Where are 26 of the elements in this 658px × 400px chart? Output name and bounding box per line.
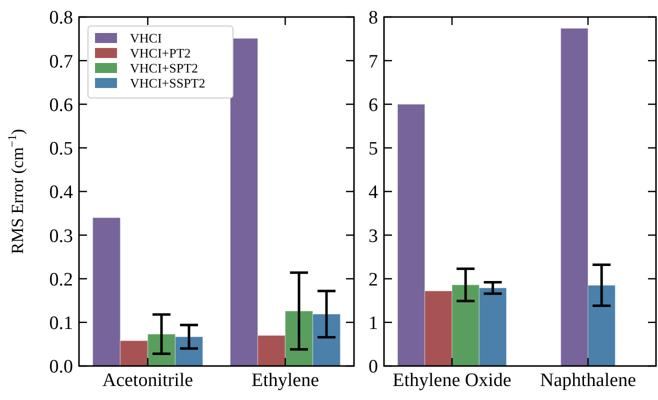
y-tick-label: 7 [368, 51, 378, 72]
y-tick-label: 4 [368, 182, 378, 204]
legend-label: VHCI+SPT2 [130, 60, 198, 76]
y-tick-label: 2 [368, 269, 378, 290]
x-tick-label: Ethylene [251, 370, 320, 391]
y-tick-label: 6 [368, 94, 378, 116]
y-tick-label: 0.5 [49, 138, 73, 160]
y-tick-label: 0.7 [49, 51, 73, 72]
y-tick-label: 8 [368, 8, 378, 29]
y-tick-label: 0.1 [49, 313, 73, 334]
y-tick-label: 5 [368, 138, 378, 160]
legend-label: VHCI [130, 30, 162, 46]
y-tick-label: 1 [368, 313, 378, 334]
y-tick-label: 0.4 [49, 182, 74, 204]
x-tick-label: Naphthalene [540, 370, 636, 391]
legend-label: VHCI+SSPT2 [130, 76, 206, 91]
x-tick-label: Acetonitrile [102, 370, 194, 391]
y-tick-label: 0.2 [49, 269, 73, 290]
legend-label: VHCI+PT2 [130, 46, 191, 61]
x-tick-label: Ethylene Oxide [392, 370, 512, 391]
y-tick-label: 0.3 [49, 226, 73, 247]
y-tick-label: 0.6 [49, 94, 73, 116]
y-tick-label: 0.0 [49, 356, 73, 378]
y-tick-label: 0 [368, 356, 378, 378]
y-tick-label: 0.8 [49, 8, 73, 29]
y-tick-label: 3 [368, 226, 378, 247]
